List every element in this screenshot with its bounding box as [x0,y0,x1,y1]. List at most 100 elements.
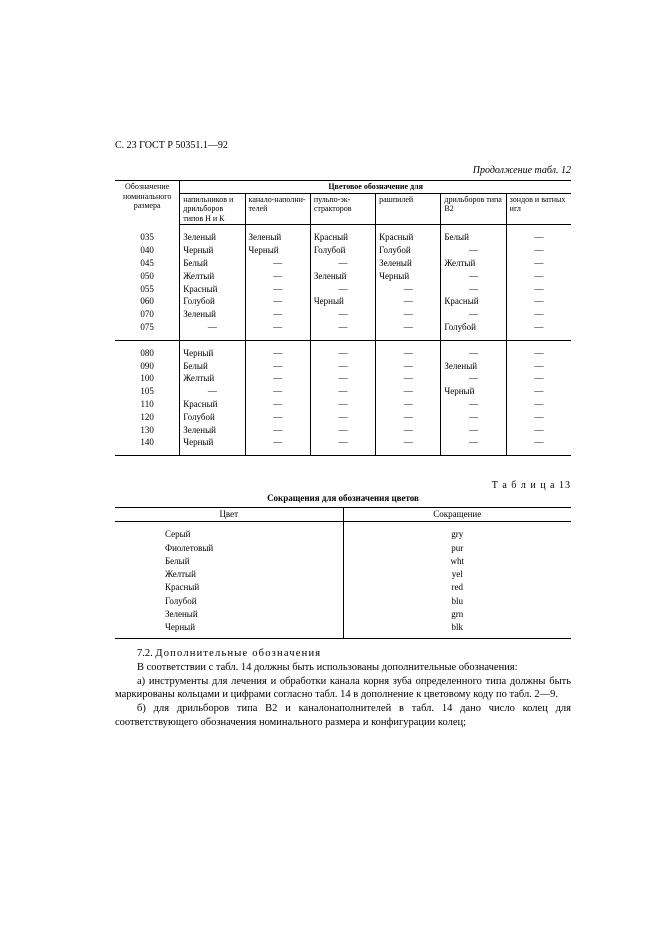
table-cell: — [376,436,441,449]
table-cell: yel [343,568,571,581]
table-cell: gry [343,528,571,541]
table-cell: — [506,347,571,360]
table-cell: — [441,411,506,424]
table-cell: — [376,347,441,360]
table-cell: Голубой [441,321,506,334]
table-cell: 100 [115,372,180,385]
para-b: б) для дрильборов типа В2 и каналонаполн… [115,702,571,729]
t12-spanhead: Цветовое обозначение для [180,181,571,194]
table-row: Серыйgry [115,528,571,541]
table-cell: Черный [441,385,506,398]
table-row: Черныйblk [115,621,571,634]
table-cell: 090 [115,360,180,373]
page-header: С. 23 ГОСТ Р 50351.1—92 [115,140,571,151]
para-intro: В соответствии с табл. 14 должны быть ис… [115,661,571,675]
table-cell: — [441,270,506,283]
table-cell: — [506,257,571,270]
table-cell: — [506,424,571,437]
para-a: а) инструменты для лечения и обработки к… [115,675,571,702]
table-cell: — [376,398,441,411]
table-cell: — [376,411,441,424]
table-row: 100Желтый————— [115,372,571,385]
table-cell: Черный [310,295,375,308]
table-cell: — [245,308,310,321]
para-7-2: 7.2. Дополнительные обозначения [115,647,571,661]
table-cell: 140 [115,436,180,449]
table-row: Белыйwht [115,555,571,568]
table-cell: 075 [115,321,180,334]
table-cell: — [245,385,310,398]
table-cell: — [506,436,571,449]
t12-h5: дрильборов типа В2 [441,193,506,225]
table-row: Красныйred [115,581,571,594]
table-cell: — [245,360,310,373]
t13-head-abbr: Сокращение [343,508,571,522]
table-cell: — [506,244,571,257]
table-row: 140Черный————— [115,436,571,449]
table-cell: — [441,244,506,257]
table-cell: Желтый [180,270,245,283]
table-cell: — [245,436,310,449]
table-cell: — [376,360,441,373]
table-cell: Зеленый [310,270,375,283]
table-cell: — [310,436,375,449]
table-cell: — [376,385,441,398]
table-cell: 040 [115,244,180,257]
table-row: 120Голубой————— [115,411,571,424]
table-cell: Красный [441,295,506,308]
table-cell: — [310,411,375,424]
table-cell: Зеленый [245,231,310,244]
table-cell: Голубой [180,411,245,424]
table-row: Зеленыйgrn [115,608,571,621]
table-row: 060Голубой—Черный—Красный— [115,295,571,308]
table-cell: — [310,398,375,411]
table-cell: — [376,321,441,334]
table-cell: Голубой [376,244,441,257]
table-cell: Белый [180,257,245,270]
t13-head-color: Цвет [115,508,343,522]
table-cell: — [506,308,571,321]
table-cell: Зеленый [180,424,245,437]
table-cell: Зеленый [441,360,506,373]
table-row: 040ЧерныйЧерныйГолубойГолубой—— [115,244,571,257]
table-cell: — [245,372,310,385]
table-cell: — [506,231,571,244]
table-row: 070Зеленый————— [115,308,571,321]
table-cell: pur [343,542,571,555]
table-row: 035ЗеленыйЗеленыйКрасныйКрасныйБелый— [115,231,571,244]
table-cell: — [506,321,571,334]
table-cell: 130 [115,424,180,437]
table-cell: — [245,321,310,334]
table-cell: — [245,270,310,283]
table-cell: grn [343,608,571,621]
table-cell: Желтый [180,372,245,385]
table-cell: — [180,385,245,398]
table-cell: Черный [180,347,245,360]
table-cell: — [441,424,506,437]
table-row: Фиолетовыйpur [115,542,571,555]
table-cell: Зеленый [115,608,343,621]
table13-label: Т а б л и ц а 13 [115,480,571,491]
table-cell: — [441,283,506,296]
table-cell: Красный [180,398,245,411]
table-12: Обозначение номинального размера Цветово… [115,180,571,456]
table-cell: 045 [115,257,180,270]
table-cell: Голубой [310,244,375,257]
table-cell: Черный [245,244,310,257]
table-cell: Красный [376,231,441,244]
table-cell: Зеленый [180,308,245,321]
table-cell: — [310,372,375,385]
table-cell: 055 [115,283,180,296]
table-cell: — [310,385,375,398]
table-cell: — [441,398,506,411]
table-cell: Серый [115,528,343,541]
table-cell: — [506,385,571,398]
t12-h4: рашпилей [376,193,441,225]
table-cell: — [506,270,571,283]
table-cell: — [506,411,571,424]
table-cell: — [310,321,375,334]
table-cell: 120 [115,411,180,424]
t12-h6: зондов и ватных игл [506,193,571,225]
table-row: 105————Черный— [115,385,571,398]
table-row: 055Красный————— [115,283,571,296]
